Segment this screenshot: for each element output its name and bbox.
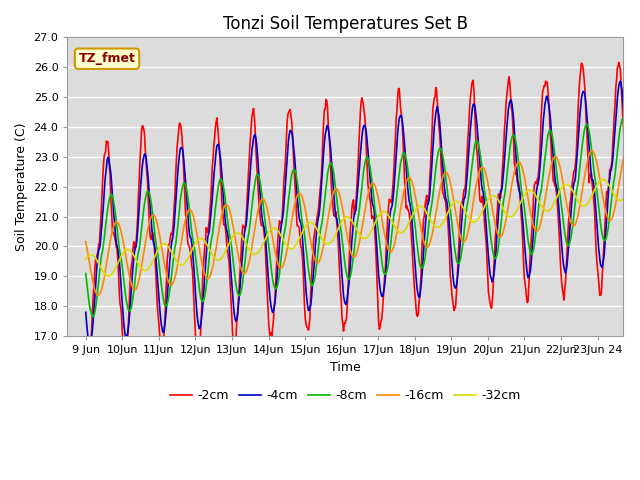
Line: -2cm: -2cm — [86, 62, 634, 366]
-8cm — [82, 271, 90, 276]
-32cm — [105, 273, 113, 279]
-16cm — [205, 276, 212, 281]
-2cm — [444, 213, 451, 218]
-2cm — [93, 256, 100, 262]
-4cm — [616, 78, 624, 84]
Line: -16cm: -16cm — [86, 146, 634, 295]
-32cm — [205, 245, 212, 251]
-16cm — [82, 239, 90, 245]
-8cm — [620, 116, 627, 121]
-16cm — [149, 212, 157, 218]
-8cm — [444, 187, 451, 193]
-2cm — [84, 363, 92, 369]
Line: -8cm: -8cm — [86, 119, 634, 317]
Line: -4cm: -4cm — [86, 81, 634, 342]
-4cm — [444, 202, 451, 207]
-2cm — [428, 147, 435, 153]
-4cm — [86, 339, 93, 345]
-16cm — [630, 158, 638, 164]
Legend: -2cm, -4cm, -8cm, -16cm, -32cm: -2cm, -4cm, -8cm, -16cm, -32cm — [165, 384, 525, 407]
-32cm — [444, 211, 451, 217]
-16cm — [624, 144, 632, 149]
Title: Tonzi Soil Temperatures Set B: Tonzi Soil Temperatures Set B — [223, 15, 468, 33]
-2cm — [234, 313, 241, 319]
-4cm — [428, 171, 435, 177]
-4cm — [630, 226, 638, 232]
Text: TZ_fmet: TZ_fmet — [79, 52, 136, 65]
-4cm — [234, 312, 241, 317]
-8cm — [428, 204, 435, 210]
-2cm — [205, 223, 212, 228]
X-axis label: Time: Time — [330, 360, 361, 373]
-32cm — [82, 256, 90, 262]
-2cm — [82, 336, 90, 342]
-32cm — [92, 255, 99, 261]
-4cm — [149, 236, 157, 242]
Y-axis label: Soil Temperature (C): Soil Temperature (C) — [15, 122, 28, 251]
-16cm — [234, 249, 241, 255]
-32cm — [630, 176, 638, 181]
-16cm — [444, 170, 451, 176]
-32cm — [234, 230, 241, 236]
-32cm — [428, 218, 435, 224]
-8cm — [93, 299, 100, 305]
-8cm — [234, 290, 241, 296]
-2cm — [630, 255, 638, 261]
-2cm — [615, 60, 623, 65]
-8cm — [149, 213, 157, 218]
-32cm — [149, 258, 157, 264]
-16cm — [428, 236, 435, 241]
-4cm — [82, 310, 90, 315]
-8cm — [205, 262, 212, 268]
-2cm — [149, 230, 157, 236]
-8cm — [630, 189, 638, 194]
-16cm — [92, 289, 99, 295]
-16cm — [94, 292, 102, 298]
-8cm — [89, 314, 97, 320]
-4cm — [205, 231, 212, 237]
Line: -32cm: -32cm — [86, 179, 634, 276]
-4cm — [93, 270, 100, 276]
